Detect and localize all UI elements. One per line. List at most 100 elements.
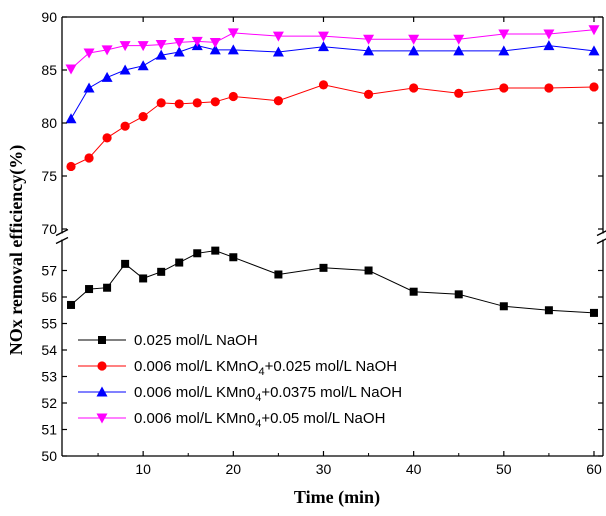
axis-break-mark <box>55 228 69 237</box>
data-point <box>229 253 238 262</box>
legend-item-4: 0.006 mol/L KMn04+0.05 mol/L NaOH <box>78 410 385 430</box>
y-tick-label: 57 <box>41 263 57 279</box>
legend-label-suffix: +0.05 mol/L NaOH <box>261 410 385 427</box>
legend-label-suffix: +0.025 mol/L NaOH <box>265 358 397 375</box>
data-point <box>499 302 508 311</box>
series-line <box>70 29 595 70</box>
data-point <box>317 41 329 52</box>
data-point <box>138 112 148 122</box>
data-point <box>453 45 465 56</box>
data-point <box>192 98 202 108</box>
data-point <box>453 34 465 45</box>
data-point <box>408 34 420 45</box>
y-tick-label: 51 <box>41 422 57 438</box>
x-tick-label: 30 <box>316 461 332 477</box>
data-point <box>363 45 375 56</box>
series-4 <box>65 25 600 75</box>
series-2 <box>66 80 599 172</box>
series-line <box>70 84 595 167</box>
data-point <box>137 60 149 71</box>
data-point <box>544 306 553 315</box>
data-point <box>191 36 203 47</box>
x-tick-label: 10 <box>135 461 151 477</box>
data-point <box>227 44 239 55</box>
legend: 0.025 mol/L NaOH 0.006 mol/L KMnO4+0.025 … <box>78 332 402 430</box>
data-point <box>317 31 329 42</box>
data-point <box>65 113 77 124</box>
data-point <box>155 40 167 51</box>
data-point <box>498 29 510 40</box>
legend-label-text: 0.006 mol/L KMn0 <box>134 384 255 401</box>
data-point <box>119 41 131 52</box>
legend-label: 0.006 mol/L KMn04+0.05 mol/L NaOH <box>134 410 385 430</box>
data-point <box>121 259 130 268</box>
y-tick-label: 54 <box>41 342 57 358</box>
data-point <box>499 83 509 93</box>
data-point <box>544 83 554 93</box>
legend-label: 0.006 mol/L KMnO4+0.025 mol/L NaOH <box>134 358 397 378</box>
legend-marker <box>97 361 107 371</box>
y-tick-label: 75 <box>41 168 57 184</box>
x-axis-title: Time (min) <box>294 487 380 508</box>
legend-label-suffix: +0.0375 mol/L NaOH <box>261 384 402 401</box>
axes-layer: 10 20 30 40 50 60 70 75 80 85 90 50 51 52 53 54 55 56 57 <box>41 9 606 477</box>
x-tick-label: 50 <box>496 461 512 477</box>
data-point <box>363 34 375 45</box>
y-tick-label: 50 <box>41 448 57 464</box>
data-point <box>409 83 419 93</box>
data-point <box>101 45 113 56</box>
x-tick-label: 20 <box>226 461 242 477</box>
y-tick-label: 53 <box>41 369 57 385</box>
data-point <box>209 37 221 48</box>
data-point <box>363 89 374 99</box>
legend-label-subscript: 4 <box>255 392 261 404</box>
data-point <box>588 25 600 36</box>
data-point <box>155 49 167 60</box>
data-point <box>454 88 464 98</box>
data-point <box>67 300 76 309</box>
data-point <box>409 287 418 296</box>
data-point <box>103 283 112 292</box>
data-point <box>84 153 94 163</box>
data-point <box>83 82 95 93</box>
legend-label-subscript: 4 <box>259 366 265 378</box>
legend-label-text: 0.025 mol/L NaOH <box>134 332 258 349</box>
data-point <box>588 45 600 56</box>
data-point <box>210 97 220 107</box>
data-point <box>227 28 239 39</box>
data-point <box>193 249 202 258</box>
data-point <box>589 82 599 92</box>
data-point <box>173 37 185 48</box>
data-point <box>173 46 185 57</box>
data-point <box>364 266 373 275</box>
data-point <box>318 80 329 90</box>
data-point <box>319 263 328 272</box>
axis-break-gap <box>595 233 606 240</box>
data-point <box>137 41 149 52</box>
data-point <box>211 246 220 255</box>
data-point <box>174 99 184 109</box>
y-tick-label: 55 <box>41 316 57 332</box>
legend-item-2: 0.006 mol/L KMnO4+0.025 mol/L NaOH <box>78 358 397 378</box>
x-tick-label: 40 <box>406 461 422 477</box>
series-layer <box>65 25 600 317</box>
legend-label-text: 0.006 mol/L KMn0 <box>134 410 255 427</box>
series-line <box>70 250 595 314</box>
y-tick-label: 52 <box>41 395 57 411</box>
data-point <box>156 98 166 108</box>
series-3 <box>65 40 600 124</box>
data-point <box>85 285 94 294</box>
data-point <box>228 91 238 102</box>
data-point <box>543 29 555 40</box>
legend-label: 0.006 mol/L KMn04+0.0375 mol/L NaOH <box>134 384 402 404</box>
data-point <box>209 44 221 55</box>
data-point <box>408 45 420 56</box>
legend-label: 0.025 mol/L NaOH <box>134 332 258 349</box>
legend-marker <box>98 336 106 344</box>
data-point <box>272 31 284 42</box>
data-point <box>65 64 77 75</box>
legend-label-subscript: 4 <box>255 418 261 430</box>
legend-item-1: 0.025 mol/L NaOH <box>78 332 258 349</box>
x-tick-label: 60 <box>586 461 602 477</box>
